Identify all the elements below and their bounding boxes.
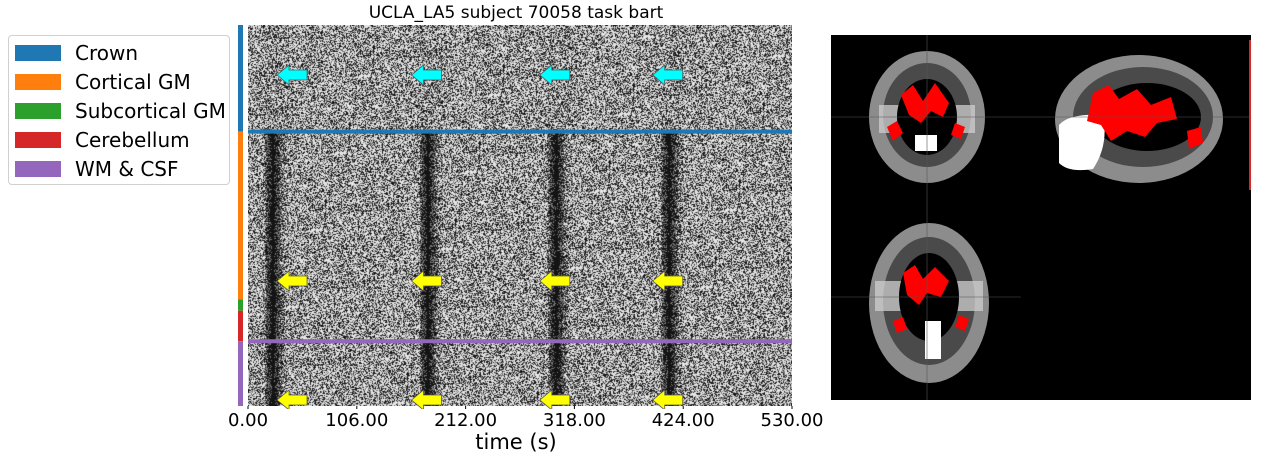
legend-label-subcortical-gm: Subcortical GM — [75, 99, 226, 123]
legend-label-wm-csf: WM & CSF — [75, 157, 179, 181]
event-arrow-crown-0 — [276, 64, 308, 86]
event-arrow-crown-3 — [652, 64, 684, 86]
segment-bar-cerebellum — [238, 310, 243, 342]
xtick-label-4: 424.00 — [651, 410, 715, 431]
event-arrow-crown-1 — [410, 64, 442, 86]
xtick-label-0: 0.00 — [227, 410, 269, 431]
legend-label-cortical-gm: Cortical GM — [75, 70, 191, 94]
legend-label-cerebellum: Cerebellum — [75, 128, 190, 152]
xtick-label-2: 212.00 — [434, 410, 498, 431]
carpet-plot — [238, 25, 793, 409]
brain-mask-mosaic — [831, 35, 1251, 400]
event-arrow-wm-csf-3 — [652, 389, 684, 409]
segment-bar-cortical-gm — [238, 131, 243, 300]
event-arrow-wm-csf-1 — [410, 389, 442, 409]
legend-swatch-crown — [15, 45, 61, 61]
segment-bar-subcortical-gm — [238, 299, 243, 311]
legend-item-cerebellum: Cerebellum — [15, 128, 190, 152]
legend-swatch-cerebellum — [15, 132, 61, 148]
event-arrow-wm-csf-2 — [539, 389, 571, 409]
legend-label-crown: Crown — [75, 41, 139, 65]
event-arrow-wm-csf-0 — [276, 389, 308, 409]
legend-swatch-subcortical-gm — [15, 103, 61, 119]
xtick-label-5: 530.00 — [760, 410, 824, 431]
event-arrow-cortical-gm-2 — [539, 270, 571, 292]
legend-swatch-cortical-gm — [15, 74, 61, 90]
legend-swatch-wm-csf — [15, 161, 61, 177]
xtick-label-3: 318.00 — [542, 410, 606, 431]
legend-item-crown: Crown — [15, 41, 139, 65]
event-arrow-cortical-gm-0 — [276, 270, 308, 292]
legend: Crown Cortical GM Subcortical GM Cerebel… — [8, 35, 230, 185]
event-arrow-cortical-gm-3 — [652, 270, 684, 292]
xtick-label-1: 106.00 — [325, 410, 389, 431]
x-axis-label: time (s) — [475, 430, 557, 454]
carpet-heatmap-image — [248, 25, 792, 406]
legend-item-cortical-gm: Cortical GM — [15, 70, 191, 94]
event-arrow-cortical-gm-1 — [410, 270, 442, 292]
chart-title: UCLA_LA5 subject 70058 task bart — [368, 3, 664, 23]
segment-bar-crown — [238, 25, 243, 132]
segment-bar-wm-csf — [238, 341, 243, 406]
legend-item-wm-csf: WM & CSF — [15, 157, 179, 181]
event-arrow-crown-2 — [539, 64, 571, 86]
axial-view — [869, 223, 989, 383]
legend-item-subcortical-gm: Subcortical GM — [15, 99, 226, 123]
